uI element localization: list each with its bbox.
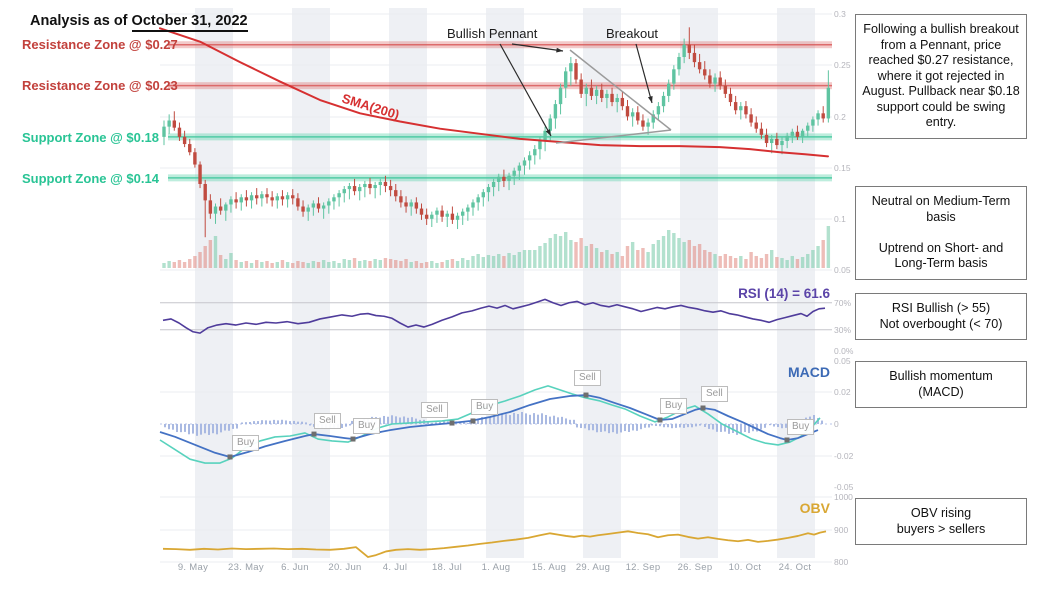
pennant-trendline — [555, 129, 672, 144]
x-axis-label: 9. May — [177, 562, 209, 573]
sma200-line — [159, 27, 829, 158]
macd-marker-square — [470, 418, 476, 424]
macd-marker-square — [227, 454, 233, 460]
rsi-axis-label: 30% — [834, 325, 852, 335]
price-axis-label: 0.2 — [834, 112, 846, 122]
macd-label: MACD — [788, 364, 830, 380]
annotation-arrowhead — [545, 129, 551, 136]
week-stripe — [389, 8, 427, 558]
x-axis-label: 6. Jun — [281, 562, 309, 573]
week-stripe — [486, 8, 524, 558]
x-axis-label: 10. Oct — [728, 562, 762, 573]
annotation-arrow — [635, 43, 653, 104]
x-axis-label: 20. Jun — [328, 562, 362, 573]
macd-axis-label: -0.02 — [834, 451, 854, 461]
macd-axis-label: 0.05 — [834, 356, 851, 366]
week-stripe — [292, 8, 330, 558]
week-stripe — [680, 8, 718, 558]
buy-signal-label: Buy — [660, 398, 688, 414]
x-axis-label: 23. May — [228, 562, 264, 573]
macd-line — [159, 394, 819, 458]
breakout-annotation: Breakout — [606, 26, 659, 41]
obv-line — [162, 530, 827, 558]
resistance-zone-label-027: Resistance Zone @ $0.27 — [22, 37, 178, 52]
x-axis-label: 4. Jul — [382, 562, 408, 573]
price-axis-label: 0.25 — [834, 60, 851, 70]
sell-signal-label: Sell — [574, 370, 601, 387]
x-axis-label: 29. Aug — [575, 562, 611, 573]
price-axis-label: 0.05 — [834, 265, 851, 275]
resistance-zone-label-023: Resistance Zone @ $0.23 — [22, 78, 178, 93]
annotation-arrowhead — [647, 96, 653, 103]
note-rsi: RSI Bullish (> 55) Not overbought (< 70) — [855, 293, 1027, 340]
obv-label: OBV — [799, 500, 830, 516]
buy-signal-label: Buy — [353, 418, 381, 435]
macd-marker-square — [583, 392, 589, 398]
price-axis-label: 0.15 — [834, 163, 851, 173]
x-axis-label: 26. Sep — [677, 562, 713, 573]
sell-signal-label: Sell — [701, 386, 728, 402]
obv-axis-label: 900 — [834, 525, 849, 535]
note-obv: OBV rising buyers > sellers — [855, 498, 1027, 545]
macd-marker-square — [350, 436, 356, 442]
title-prefix: Analysis as of — [30, 13, 132, 29]
rsi-axis-label: 70% — [834, 298, 852, 308]
support-zone-label-014: Support Zone @ $0.14 — [22, 171, 159, 186]
buy-signal-label: Buy — [232, 434, 260, 451]
obv-axis-label: 1000 — [834, 492, 853, 502]
title-date: October 31, 2022 — [131, 13, 248, 32]
week-stripe — [195, 8, 233, 558]
week-stripe — [777, 8, 815, 558]
sell-signal-label: Sell — [421, 402, 448, 419]
x-axis-label: 15. Aug — [531, 562, 567, 573]
buy-signal-label: Buy — [787, 419, 815, 435]
volume-series — [162, 226, 831, 268]
rsi-line — [162, 298, 826, 334]
macd-marker-square — [657, 417, 663, 423]
note-summary: Following a bullish breakout from a Penn… — [855, 14, 1027, 139]
candlestick-series — [162, 27, 831, 238]
buy-signal-label: Buy — [471, 398, 499, 415]
note-macd: Bullish momentum (MACD) — [855, 361, 1027, 408]
sell-signal-label: Sell — [314, 413, 341, 430]
annotation-arrow — [499, 43, 552, 137]
support-zone-label-018: Support Zone @ $0.18 — [22, 130, 159, 145]
annotation-arrow — [511, 43, 564, 52]
macd-marker-square — [449, 420, 455, 426]
page-title: Analysis as of October 31, 2022 — [30, 13, 248, 32]
annotation-arrowhead — [556, 47, 563, 53]
obv-axis-label: 800 — [834, 557, 849, 567]
x-axis-label: 24. Oct — [778, 562, 812, 573]
note-trend: Neutral on Medium-Term basis Uptrend on … — [855, 186, 1027, 280]
macd-marker-square — [700, 405, 706, 411]
macd-signal-line — [159, 385, 821, 464]
price-axis-label: 0.1 — [834, 214, 846, 224]
rsi-label: RSI (14) = 61.6 — [738, 286, 830, 301]
rsi-axis-label: 0.0% — [834, 346, 854, 356]
bullish-pennant-annotation: Bullish Pennant — [447, 26, 538, 41]
macd-marker-square — [311, 431, 317, 437]
x-axis-label: 18. Jul — [431, 562, 463, 573]
macd-axis-label: 0.02 — [834, 387, 851, 397]
macd-marker-square — [784, 437, 790, 443]
macd-axis-label: 0 — [834, 419, 839, 429]
pennant-trendline — [569, 49, 672, 131]
macd-axis-label: -0.05 — [834, 482, 854, 492]
x-axis-label: 1. Aug — [481, 562, 511, 573]
x-axis-label: 12. Sep — [625, 562, 661, 573]
price-axis-label: 0.3 — [834, 9, 846, 19]
